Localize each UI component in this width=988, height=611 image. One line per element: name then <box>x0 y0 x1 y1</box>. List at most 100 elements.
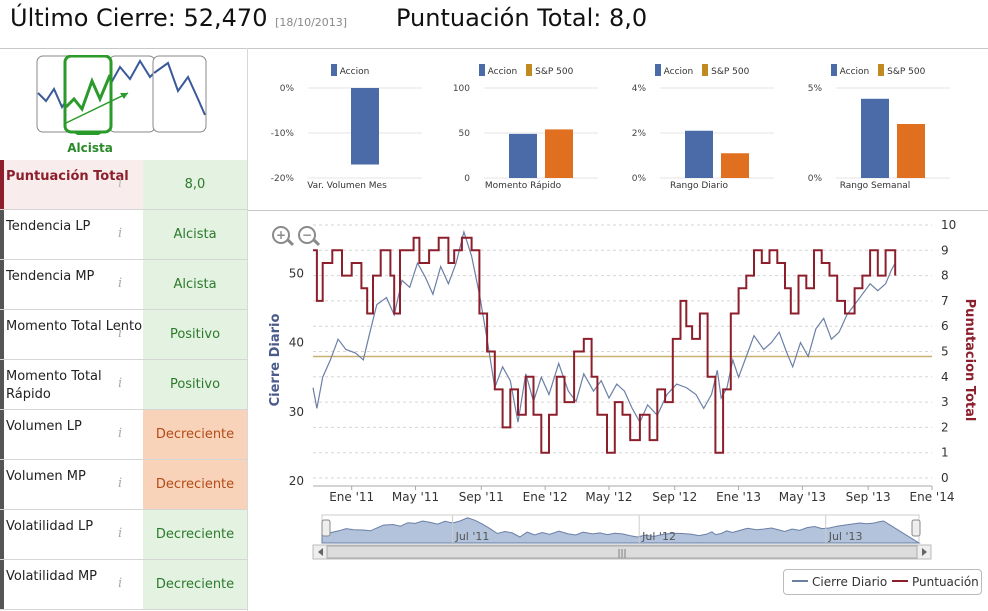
legend-label-puntuacion: Puntuación <box>912 575 979 589</box>
indicator-row: Tendencia MP i Alcista <box>0 260 247 310</box>
y-right-tick-label: 1 <box>941 446 949 460</box>
x-tick-label: May '12 <box>585 490 632 504</box>
bar-accion[interactable] <box>509 133 537 178</box>
navigator-area <box>321 517 921 544</box>
info-icon[interactable]: i <box>118 326 123 341</box>
total-score: Puntuación Total: 8,0 <box>396 4 647 32</box>
bar-accion[interactable] <box>861 98 889 178</box>
info-icon[interactable]: i <box>118 226 123 241</box>
trend-selector <box>36 55 207 135</box>
legend-swatch-sp500 <box>702 64 709 76</box>
y-right-tick-label: 9 <box>941 243 949 257</box>
last-close-label: Último Cierre: <box>10 4 176 32</box>
y-left-tick-label: 50 <box>289 266 304 280</box>
minichart-svg: 100 50 0 <box>453 84 598 184</box>
minichart-category: Momento Rápido <box>484 181 562 191</box>
last-close-date: [18/10/2013] <box>275 16 348 29</box>
info-icon[interactable]: i <box>118 276 123 291</box>
indicator-value: Decreciente <box>143 410 247 459</box>
y-right-tick-label: 2 <box>941 420 949 434</box>
y-left-tick-label: 20 <box>289 474 304 488</box>
indicator-row: Volumen LP i Decreciente <box>0 410 247 460</box>
indicator-value: 8,0 <box>143 160 247 209</box>
zoom-in-icon[interactable]: + <box>272 226 290 244</box>
top-charts-divider <box>247 210 988 211</box>
x-tick-label: Sep '13 <box>846 490 891 504</box>
info-icon[interactable]: i <box>118 426 123 441</box>
bar-sp500[interactable] <box>721 153 749 178</box>
indicator-row: Tendencia LP i Alcista <box>0 210 247 260</box>
legend-accion: Accion <box>663 67 694 77</box>
x-tick-label: Ene '11 <box>329 490 374 504</box>
navigator-handle-left[interactable] <box>321 519 331 537</box>
y-tick-label: 100 <box>453 84 470 94</box>
legend-accion: Accion <box>339 67 370 77</box>
indicator-label: Momento Total Lento <box>0 310 143 359</box>
minichart-legend: Accion S&P 500 <box>438 64 608 77</box>
y-tick-label: -10% <box>271 129 295 139</box>
indicator-row: Momento Total Rápido i Positivo <box>0 360 247 410</box>
scrollbar-thumb[interactable] <box>326 545 918 559</box>
indicator-value: Decreciente <box>143 560 247 609</box>
main-chart-legend: Cierre Diario Puntuación <box>783 569 982 595</box>
navigator-tick-label: Jul '11 <box>455 530 490 543</box>
series-cierre-diario[interactable] <box>312 229 896 424</box>
legend-sp500: S&P 500 <box>887 67 926 77</box>
info-icon[interactable]: i <box>118 376 123 391</box>
legend-swatch-accion <box>830 64 837 76</box>
bar-sp500[interactable] <box>897 124 925 178</box>
info-icon[interactable]: i <box>118 176 123 191</box>
indicator-value: Alcista <box>143 260 247 309</box>
indicator-row: Momento Total Lento i Positivo <box>0 310 247 360</box>
legend-swatch-accion <box>330 64 337 76</box>
zoom-out-icon[interactable]: − <box>298 226 316 244</box>
y-tick-label: 5% <box>808 84 823 94</box>
legend-sp500: S&P 500 <box>711 67 750 77</box>
legend-line-puntuacion <box>892 580 908 582</box>
navigator-handle-right[interactable] <box>911 519 921 537</box>
downtrend-icon[interactable] <box>152 55 207 133</box>
info-icon[interactable]: i <box>118 576 123 591</box>
minichart-rango-diario: Accion S&P 500 4% 2% 0% Rango Diario <box>614 52 784 202</box>
y-left-tick-label: 30 <box>289 405 304 419</box>
minichart-svg: 5% 0% <box>808 84 950 184</box>
legend-accion: Accion <box>487 67 518 77</box>
indicator-label: Volumen MP <box>0 460 143 509</box>
info-icon[interactable]: i <box>118 476 123 491</box>
minichart-legend: Accion S&P 500 <box>790 64 960 77</box>
y-left-axis-title: Cierre Diario <box>268 314 283 407</box>
bar-accion[interactable] <box>351 88 379 165</box>
legend-label-cierre: Cierre Diario <box>812 575 888 589</box>
scroll-left-icon[interactable] <box>318 548 323 556</box>
series-puntuacion[interactable] <box>313 236 897 454</box>
minichart-svg: 0% -10% -20% <box>271 84 422 184</box>
legend-swatch-accion <box>654 64 661 76</box>
indicator-label: Puntuación Total <box>0 160 143 209</box>
total-score-label: Puntuación Total: <box>396 4 602 32</box>
info-icon[interactable]: i <box>118 526 123 541</box>
x-tick-label: May '13 <box>779 490 826 504</box>
uptrend-icon[interactable] <box>63 55 129 135</box>
legend-item-cierre[interactable]: Cierre Diario <box>792 575 887 589</box>
y-tick-label: 0% <box>280 84 295 94</box>
indicator-label: Volumen LP <box>0 410 143 459</box>
legend-swatch-accion <box>478 64 485 76</box>
indicator-row: Puntuación Total i 8,0 <box>0 160 247 210</box>
y-right-tick-label: 5 <box>941 345 949 359</box>
indicator-label: Tendencia MP <box>0 260 143 309</box>
legend-swatch-sp500 <box>526 64 533 76</box>
last-close: Último Cierre: 52,470 [18/10/2013] <box>10 4 347 32</box>
x-tick-label: Ene '13 <box>716 490 761 504</box>
scroll-right-icon[interactable] <box>922 548 927 556</box>
y-tick-label: 2% <box>632 129 647 139</box>
indicator-row: Volatilidad LP i Decreciente <box>0 510 247 560</box>
minichart-svg: 4% 2% 0% <box>632 84 774 184</box>
minichart-momento-rapido: Accion S&P 500 100 50 0 Momento Rápido <box>438 52 608 202</box>
y-tick-label: 50 <box>459 129 471 139</box>
indicator-value: Decreciente <box>143 510 247 559</box>
bar-accion[interactable] <box>685 130 713 178</box>
legend-item-puntuacion[interactable]: Puntuación <box>892 575 979 589</box>
bar-sp500[interactable] <box>545 129 573 178</box>
indicator-value: Alcista <box>143 210 247 259</box>
indicator-value: Positivo <box>143 360 247 409</box>
